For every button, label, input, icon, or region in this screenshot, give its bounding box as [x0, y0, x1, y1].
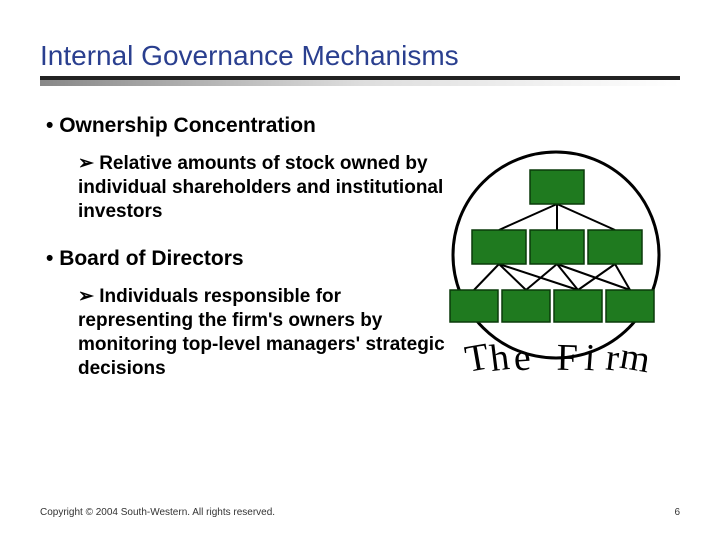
diagram-box-bot-2 — [554, 290, 602, 322]
diagram-box-bot-3 — [606, 290, 654, 322]
diagram-box-bot-1 — [502, 290, 550, 322]
bullet-ownership: Ownership Concentration — [46, 114, 680, 138]
diagram-label-char: e — [512, 336, 532, 379]
diagram-label-char: F — [556, 337, 578, 380]
diagram-box-bot-0 — [450, 290, 498, 322]
slide-title: Internal Governance Mechanisms — [40, 40, 680, 72]
page-number: 6 — [674, 507, 680, 518]
diagram-box-mid-2 — [588, 230, 642, 264]
diagram-box-top — [530, 170, 584, 204]
title-underline — [40, 76, 680, 86]
diagram-label-char: i — [583, 337, 597, 380]
bullet-ownership-sub-text: Relative amounts of stock owned by indiv… — [78, 153, 443, 222]
bullet-board-sub-text: Individuals responsible for representing… — [78, 286, 445, 378]
diagram-box-mid-0 — [472, 230, 526, 264]
footer: Copyright © 2004 South-Western. All righ… — [40, 507, 680, 518]
bullet-board-sub: ➢ Individuals responsible for representi… — [78, 285, 448, 380]
copyright-text: Copyright © 2004 South-Western. All righ… — [40, 507, 275, 518]
slide: Internal Governance Mechanisms Ownership… — [0, 0, 720, 540]
diagram-label-char: m — [617, 335, 653, 381]
firm-diagram: The Firm — [426, 150, 686, 410]
bullet-ownership-sub: ➢ Relative amounts of stock owned by ind… — [78, 152, 448, 223]
diagram-box-mid-1 — [530, 230, 584, 264]
underline-gradient — [40, 80, 680, 86]
diagram-label-group: The Firm — [462, 335, 653, 381]
